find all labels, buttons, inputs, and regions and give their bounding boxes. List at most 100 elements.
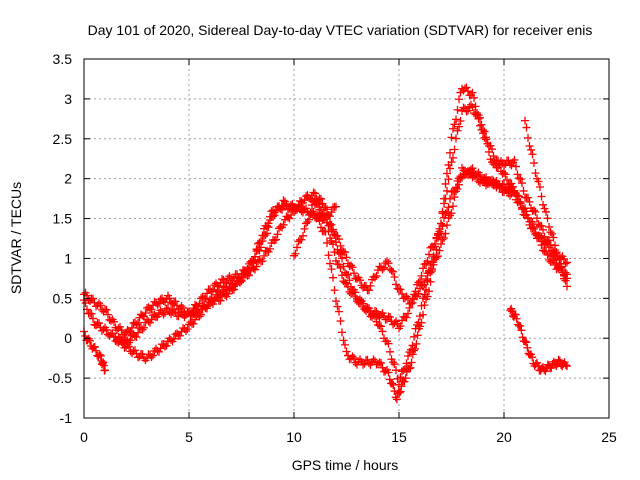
data-point-marker [444, 175, 453, 184]
y-tick-label: 2.5 [53, 131, 73, 147]
data-point-marker [435, 246, 444, 255]
y-tick-label: 1.5 [53, 211, 73, 227]
data-point-marker [92, 346, 100, 355]
x-tick-label: 15 [391, 429, 407, 445]
data-point-marker [453, 126, 462, 135]
data-point-marker [210, 295, 219, 304]
data-point-marker [209, 296, 217, 305]
data-point-marker [558, 268, 567, 277]
data-point-marker [270, 211, 279, 220]
data-point-marker [386, 347, 394, 356]
data-point-marker [336, 241, 345, 250]
data-point-marker [482, 181, 490, 190]
y-tick-label: 3 [64, 91, 72, 107]
data-point-marker [539, 225, 547, 234]
data-point-marker [123, 340, 132, 349]
data-point-marker [341, 278, 349, 287]
data-point-marker [452, 115, 460, 124]
data-point-marker [524, 133, 532, 142]
data-point-marker [216, 296, 225, 305]
x-tick-label: 25 [601, 429, 617, 445]
data-point-marker [500, 169, 508, 178]
data-point-marker [563, 282, 571, 291]
data-point-marker [563, 270, 571, 279]
data-point-marker [312, 199, 321, 208]
data-point-marker [539, 200, 547, 209]
data-point-marker [378, 327, 387, 336]
data-point-marker [434, 252, 442, 261]
data-point-marker [446, 164, 454, 173]
data-point-marker [287, 211, 295, 220]
data-point-marker [101, 366, 109, 375]
data-point-marker [351, 292, 360, 301]
data-point-marker [317, 194, 325, 203]
data-point-marker [500, 180, 508, 189]
data-point-marker [269, 212, 277, 221]
data-point-marker [377, 358, 385, 367]
series-track-1 [80, 199, 340, 339]
data-point-marker [545, 236, 553, 245]
y-tick-label: 0.5 [53, 290, 73, 306]
data-point-marker [342, 253, 351, 262]
data-point-marker [306, 208, 315, 217]
data-point-marker [171, 297, 180, 306]
data-point-marker [329, 273, 337, 282]
data-point-marker [338, 254, 346, 263]
data-point-marker [309, 188, 318, 197]
data-point-marker [516, 197, 525, 206]
data-point-marker [494, 163, 502, 172]
data-point-marker [525, 197, 534, 206]
data-point-marker [504, 156, 513, 165]
series-track-6 [311, 83, 571, 404]
data-point-marker [87, 309, 96, 318]
data-point-marker [188, 309, 196, 318]
data-point-marker [438, 209, 447, 218]
data-point-marker [396, 285, 405, 294]
data-point-marker [530, 222, 538, 231]
data-point-marker [506, 182, 514, 191]
data-point-marker [377, 322, 385, 331]
data-point-marker [543, 250, 552, 259]
data-point-marker [506, 306, 515, 315]
data-point-marker [501, 170, 510, 179]
data-point-marker [554, 355, 563, 364]
data-point-marker [523, 343, 532, 352]
data-point-marker [333, 302, 342, 311]
data-point-marker [530, 159, 538, 168]
data-point-marker [500, 161, 508, 170]
y-tick-label: -0.5 [48, 370, 72, 386]
data-point-marker [420, 301, 429, 310]
data-point-marker [395, 388, 404, 397]
data-point-marker [521, 116, 529, 125]
data-point-marker [89, 314, 97, 323]
data-point-marker [203, 304, 211, 313]
data-point-marker [266, 244, 274, 253]
data-point-marker [511, 310, 520, 319]
data-point-marker [549, 233, 558, 242]
data-point-marker [102, 305, 111, 314]
data-point-marker [104, 310, 112, 319]
data-point-marker [453, 185, 462, 194]
data-point-marker [342, 347, 351, 356]
data-point-marker [513, 170, 522, 179]
data-point-marker [270, 236, 279, 245]
data-point-marker [512, 314, 521, 323]
data-point-marker [182, 327, 190, 336]
data-point-marker [314, 200, 322, 209]
data-point-marker [95, 319, 103, 328]
data-point-marker [462, 83, 471, 92]
data-point-marker [372, 271, 381, 280]
data-point-marker [330, 248, 339, 257]
data-point-marker [161, 308, 169, 317]
data-point-marker [410, 332, 418, 341]
data-point-marker [162, 341, 171, 350]
data-point-marker [432, 253, 441, 262]
data-point-marker [431, 242, 439, 251]
data-point-marker [419, 264, 427, 273]
data-point-marker [411, 344, 420, 353]
data-point-marker [444, 160, 453, 169]
data-point-marker [311, 189, 319, 198]
data-point-marker [450, 193, 459, 202]
data-point-marker [335, 260, 343, 269]
